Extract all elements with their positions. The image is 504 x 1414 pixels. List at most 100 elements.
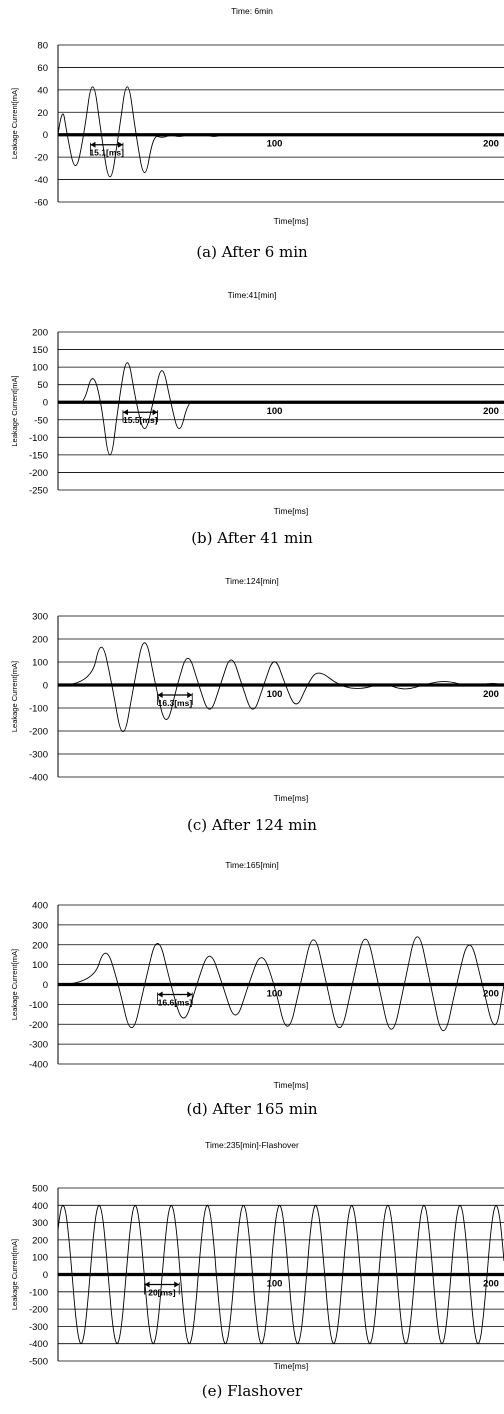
annotation-label: 15.1[ms] — [89, 148, 124, 158]
y-tick-label: 80 — [37, 41, 48, 52]
x-tick-label: 200 — [483, 1279, 499, 1290]
chart-title: Time:124[min] — [225, 576, 279, 586]
annotation-arrowhead-left — [90, 141, 96, 148]
chart-title: Time:235[min]-Flashover — [205, 1140, 299, 1150]
x-tick-label: 100 — [267, 139, 283, 150]
y-tick-label: -300 — [29, 1322, 48, 1333]
y-tick-label: 150 — [32, 345, 48, 356]
y-axis-label: Leakage Current[mA] — [10, 88, 19, 159]
y-tick-label: 0 — [43, 980, 48, 991]
y-tick-label: 40 — [37, 85, 48, 96]
series-line — [57, 1204, 504, 1345]
annotation-arrowhead-right — [152, 409, 158, 416]
y-tick-label: -200 — [29, 1305, 48, 1316]
y-axis-label: Leakage Current[mA] — [10, 375, 19, 446]
x-axis-label: Time[ms] — [274, 216, 309, 226]
chart-c-svg: Time:124[min] 300 200 100 0 -100 -200 -300 -400 L… — [10, 576, 504, 803]
x-tick-label: 100 — [267, 689, 283, 700]
y-tick-label: 500 — [32, 1184, 48, 1195]
y-tick-label: 300 — [32, 612, 48, 623]
y-tick-label: 0 — [43, 1270, 48, 1281]
y-tick-label: -40 — [34, 175, 48, 186]
caption-c: (c) After 124 min — [187, 816, 317, 834]
annotation-arrowhead-right — [174, 1281, 180, 1288]
annotation-arrowhead-right — [187, 991, 193, 998]
annotation-arrowhead-right — [117, 141, 123, 148]
chart-title: Time:41[min] — [228, 290, 277, 300]
x-tick-label: 200 — [483, 406, 499, 417]
y-tick-label: 200 — [32, 940, 48, 951]
y-tick-label: -20 — [34, 153, 48, 164]
y-tick-label: -100 — [29, 704, 48, 715]
x-tick-label: 200 — [483, 139, 499, 150]
chart-panel-c: Time:124[min] 300 200 100 0 -100 -200 -300 -400 L… — [0, 570, 504, 845]
y-tick-label: -400 — [29, 1060, 48, 1071]
x-axis-label: Time[ms] — [274, 793, 309, 803]
y-tick-label: -500 — [29, 1357, 48, 1368]
x-tick-label: 200 — [483, 689, 499, 700]
x-tick-label: 200 — [483, 989, 499, 1000]
y-tick-label: 400 — [32, 901, 48, 912]
caption-e: (e) Flashover — [201, 1382, 303, 1400]
chart-panel-a: Time: 6min 80 60 40 20 0 -20 -40 -60 Leakage Curr… — [0, 0, 504, 270]
y-tick-label: 100 — [32, 363, 48, 374]
y-axis-label: Leakage Current[mA] — [10, 661, 19, 732]
series-line — [57, 936, 504, 1032]
annotation-arrowhead-left — [157, 692, 163, 698]
chart-title: Time: 6min — [231, 6, 273, 16]
chart-title: Time:165[min] — [225, 860, 279, 870]
y-tick-label: 0 — [43, 398, 48, 409]
x-axis-label: Time[ms] — [274, 506, 309, 516]
y-tick-label: -300 — [29, 1040, 48, 1051]
y-tick-label: -200 — [29, 468, 48, 479]
x-tick-label: 100 — [267, 1279, 283, 1290]
y-tick-label: 100 — [32, 960, 48, 971]
chart-b-svg: Time:41[min] 200 150 100 50 0 -50 -100 -150 -200 -… — [10, 290, 504, 516]
y-tick-label: -150 — [29, 450, 48, 461]
annotation-label: 16.3[ms] — [158, 698, 193, 708]
annotation-label: 15.5[ms] — [123, 415, 158, 425]
chart-panel-b: Time:41[min] 200 150 100 50 0 -50 -100 -150 -200 -… — [0, 285, 504, 560]
y-tick-label: 0 — [43, 681, 48, 692]
y-tick-label: 60 — [37, 63, 48, 74]
caption-a: (a) After 6 min — [196, 243, 308, 261]
y-tick-label: -200 — [29, 1020, 48, 1031]
y-tick-label: 50 — [37, 380, 48, 391]
series-line — [57, 86, 504, 178]
annotation-label: 16.6[ms] — [158, 998, 193, 1008]
y-tick-label: -50 — [34, 415, 48, 426]
y-tick-label: 300 — [32, 1218, 48, 1229]
annotation-label: 20[ms] — [148, 1288, 176, 1298]
annotation-arrowhead-left — [157, 991, 163, 998]
caption-b: (b) After 41 min — [191, 529, 313, 547]
x-axis-label: Time[ms] — [274, 1080, 309, 1090]
y-tick-label: 200 — [32, 635, 48, 646]
y-tick-label: -200 — [29, 727, 48, 738]
chart-d-svg: Time:165[min] 400 300 200 100 0 -100 -200 -300 -4… — [10, 860, 504, 1090]
y-tick-label: -100 — [29, 433, 48, 444]
annotation-arrowhead-right — [187, 692, 193, 698]
y-tick-label: -400 — [29, 1339, 48, 1350]
y-tick-label: -100 — [29, 1287, 48, 1298]
y-axis-label: Leakage Current[mA] — [10, 1239, 19, 1310]
caption-d: (d) After 165 min — [186, 1100, 318, 1118]
y-tick-label: -100 — [29, 1000, 48, 1011]
y-tick-label: -60 — [34, 198, 48, 209]
y-tick-label: 100 — [32, 1253, 48, 1264]
y-tick-label: 20 — [37, 108, 48, 119]
y-tick-label: 200 — [32, 1235, 48, 1246]
y-tick-label: 400 — [32, 1201, 48, 1212]
x-tick-label: 100 — [267, 989, 283, 1000]
y-tick-label: 200 — [32, 328, 48, 339]
y-tick-label: -400 — [29, 773, 48, 784]
y-axis-label: Leakage Current[mA] — [10, 949, 19, 1020]
y-tick-label: 100 — [32, 658, 48, 669]
chart-panel-d: Time:165[min] 400 300 200 100 0 -100 -200 -300 -4… — [0, 855, 504, 1130]
series-line — [57, 642, 504, 733]
chart-panel-e: Time:235[min]-Flashover 500 400 300 200 100 0 -… — [0, 1136, 504, 1414]
y-tick-label: 300 — [32, 920, 48, 931]
x-axis-label: Time[ms] — [274, 1361, 309, 1371]
y-tick-label: 0 — [43, 130, 48, 141]
annotation-arrowhead-left — [122, 409, 128, 416]
